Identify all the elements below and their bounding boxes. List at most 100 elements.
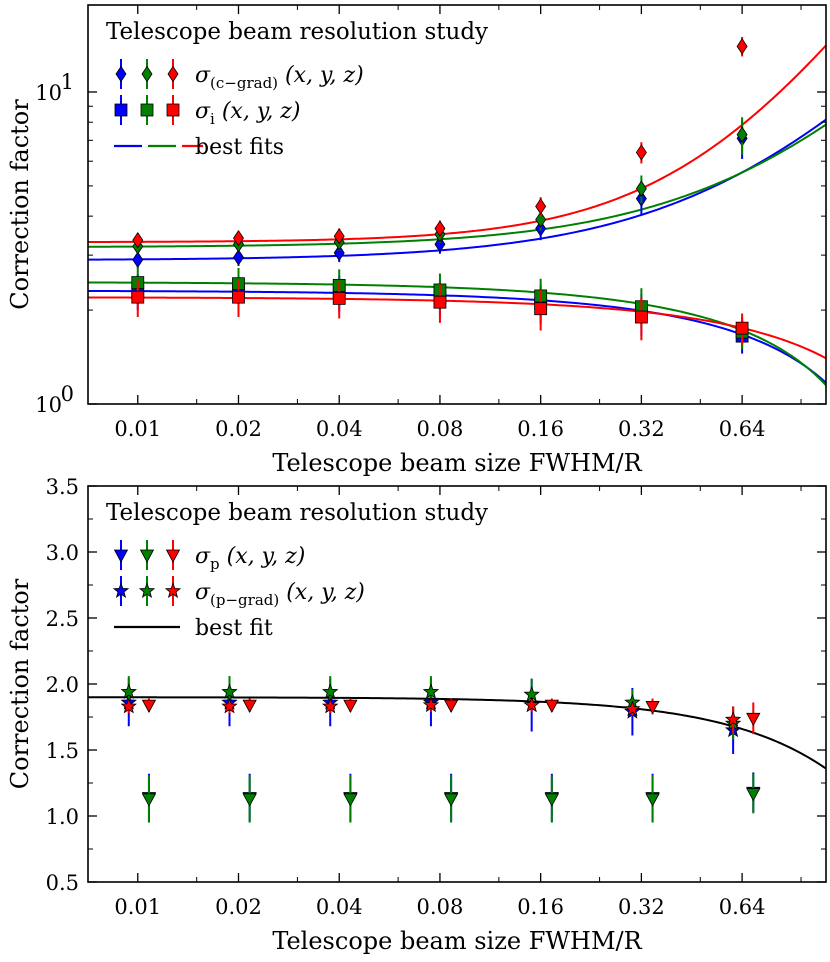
data-point: [736, 38, 748, 55]
data-point: [233, 229, 244, 247]
data-point: [746, 712, 761, 727]
data-point: [221, 683, 238, 699]
data-point: [242, 793, 257, 807]
data-point: [322, 697, 339, 714]
y-tick-label: 10: [35, 81, 62, 105]
y-tick-label: 0.5: [46, 871, 79, 895]
data-point: [333, 244, 345, 262]
legend-entry-label: σ(p−grad) (x, y, z): [195, 580, 365, 609]
legend-marker: [114, 103, 128, 117]
y-tick-label: 2.0: [46, 673, 79, 697]
x-tick-label: 0.08: [417, 895, 464, 919]
data-point: [535, 211, 547, 228]
series-1: [141, 773, 761, 823]
legend-symbol: σ: [195, 99, 211, 124]
data-point: [422, 683, 440, 699]
data-point: [746, 788, 761, 802]
legend-entry-label: σp (x, y, z): [195, 544, 305, 573]
data-point: [422, 696, 440, 713]
legend-title: Telescope beam resolution study: [106, 500, 488, 526]
data-point: [634, 310, 648, 324]
data-point: [221, 697, 238, 714]
data-series: [120, 676, 761, 823]
data-point: [535, 198, 547, 215]
data-point: [645, 701, 660, 715]
legend-marker: [167, 65, 179, 83]
legend-marker: [141, 65, 153, 83]
y-axis-label: Correction factor: [6, 578, 34, 789]
fit-curve-3: [88, 289, 826, 384]
legend-marker: [112, 582, 130, 598]
legend-subscript: (c−grad): [210, 74, 278, 92]
data-series: [131, 37, 749, 354]
data-point: [736, 126, 748, 143]
legend-marker: [165, 549, 181, 563]
x-tick-label: 0.02: [215, 417, 262, 441]
data-point: [343, 699, 358, 713]
y-tick-label: 2.5: [46, 607, 79, 631]
top-panel: 0.01 0.02 0.04 0.08 0.16 0.32 0.64100101Telesc…: [6, 4, 827, 477]
y-tick-label: 1.5: [46, 739, 79, 763]
data-point: [434, 220, 446, 237]
y-tick-label: 3.5: [46, 475, 79, 499]
legend-args: (x, y, z): [278, 63, 364, 88]
data-point: [132, 231, 144, 249]
legend-marker: [140, 103, 154, 117]
legend-marker: [138, 582, 156, 598]
legend-entry-label: best fits: [195, 135, 284, 160]
x-tick-label: 0.04: [316, 417, 363, 441]
series-2: [141, 698, 761, 735]
x-tick-label: 0.08: [417, 417, 464, 441]
data-point: [120, 683, 137, 699]
legend-marker: [115, 65, 127, 83]
data-point: [544, 793, 560, 807]
x-tick-label: 0.01: [114, 895, 161, 919]
x-tick-label: 0.64: [719, 895, 766, 919]
fit-curves: [88, 44, 826, 386]
data-point: [242, 699, 257, 713]
data-point: [724, 711, 742, 727]
data-point: [343, 793, 358, 807]
fit-curve-0: [88, 696, 826, 770]
legend-subscript: i: [210, 110, 215, 128]
legend-args: (x, y, z): [220, 544, 306, 569]
legend-entry-label: σi (x, y, z): [195, 99, 300, 128]
fit-curve-0: [88, 118, 826, 261]
legend: Telescope beam resolution studyσ(c−grad)…: [106, 19, 488, 160]
y-tick-label: 3.0: [46, 541, 79, 565]
data-point: [233, 249, 244, 266]
series-5: [131, 279, 749, 345]
legend-title: Telescope beam resolution study: [106, 19, 488, 45]
plot-frame: [87, 4, 827, 405]
fit-curves: [88, 696, 826, 770]
bottom-panel: 0.01 0.02 0.04 0.08 0.16 0.32 0.64 0.5 1.0 1.5 2.0…: [6, 475, 827, 955]
legend-symbol: σ: [195, 63, 211, 88]
legend-args: (x, y, z): [279, 580, 365, 605]
legend-marker: [166, 103, 180, 117]
legend-marker: [164, 582, 182, 598]
legend-entry-label: σ(c−grad) (x, y, z): [195, 63, 364, 92]
x-axis-label: Telescope beam size FWHM/R: [272, 927, 642, 955]
x-tick-label: 0.16: [517, 895, 564, 919]
x-tick-label: 0.04: [316, 895, 363, 919]
legend-symbol: σ: [195, 580, 211, 605]
series-5: [120, 696, 742, 733]
data-point: [434, 236, 446, 253]
x-tick-label: 0.32: [618, 895, 665, 919]
series-2: [132, 37, 748, 249]
data-point: [735, 321, 749, 335]
data-point: [635, 180, 647, 197]
data-point: [534, 302, 548, 316]
y-tick-exponent: 0: [61, 382, 74, 406]
fit-curve-1: [88, 123, 826, 248]
data-point: [141, 793, 157, 807]
data-point: [332, 291, 346, 305]
data-point: [443, 793, 459, 807]
data-point: [523, 696, 540, 713]
data-point: [131, 290, 145, 304]
data-point: [141, 699, 157, 713]
data-point: [433, 295, 447, 309]
legend-symbol: σ: [195, 544, 211, 569]
x-tick-label: 0.01: [114, 417, 161, 441]
